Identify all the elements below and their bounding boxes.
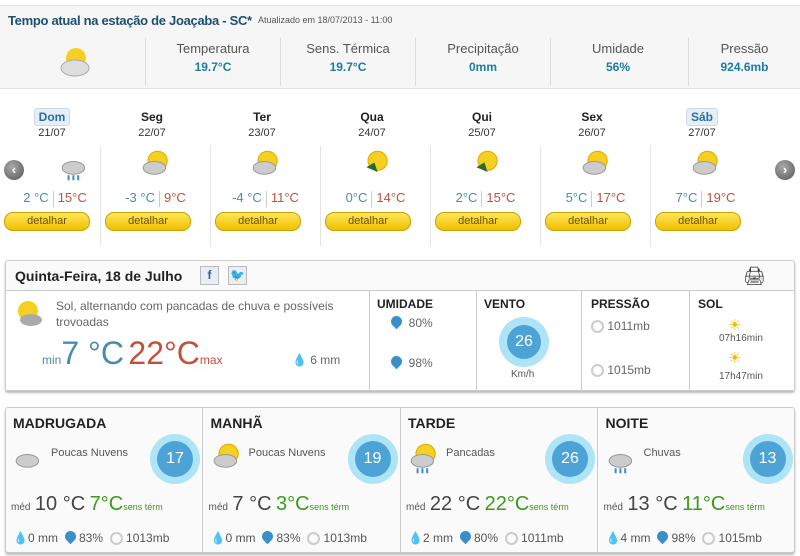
today-title: Quinta-Feira, 18 de Julho (15, 268, 183, 284)
day-forecast: -3 °C 9°C detalhar (100, 146, 210, 246)
day-forecast: 2°C 15°C detalhar (430, 146, 540, 246)
stat-0: Temperatura 19.7°C (145, 38, 280, 86)
station-title: Tempo atual na estação de Joaçaba - SC* (8, 13, 252, 28)
wind-gauge: 13 (742, 434, 793, 484)
period-card: NOITE Chuvas 13 méd 13 °C 11°Csens térm … (598, 407, 796, 553)
day-forecast: 0°C 14°C detalhar (320, 146, 430, 246)
day-header: Ter 23/07 (248, 110, 276, 139)
period-card: MADRUGADA Poucas Nuvens 17 méd 10 °C 7°C… (5, 407, 203, 553)
today-min: 7 °C (61, 335, 124, 371)
day-forecast: 5°C 17°C detalhar (540, 146, 650, 246)
stat-3: Umidade 56% (550, 38, 685, 86)
rain-icon (61, 160, 86, 181)
print-icon[interactable]: 🖨 (743, 266, 766, 286)
detalhar-button[interactable]: detalhar (655, 212, 741, 231)
sun-cloud-icon (692, 150, 718, 175)
period-card: MANHÃ Poucas Nuvens 19 méd 7 °C 3°Csens … (203, 407, 401, 553)
wind-gauge: 26 (499, 317, 549, 367)
wind-gauge: 19 (347, 434, 398, 484)
wind-gauge: 17 (150, 434, 200, 484)
today-panel: Quinta-Feira, 18 de Julho f 🐦 🖨 Sol, alt… (5, 260, 795, 391)
stat-1: Sens. Térmica 19.7°C (280, 38, 415, 86)
sun-cloud-icon (142, 150, 168, 175)
humidity-min: 80% (388, 313, 433, 330)
day-header: Qua 24/07 (358, 110, 386, 139)
sunrise-icon: ☀ (728, 317, 742, 334)
today-description: Sol, alternando com pancadas de chuva e … (56, 299, 334, 329)
detalhar-button[interactable]: detalhar (105, 212, 191, 231)
sun-rain-icon (410, 443, 436, 474)
period-card: TARDE Pancadas 26 méd 22 °C 22°Csens tér… (400, 407, 598, 553)
today-max: 22°C (128, 335, 200, 371)
current-conditions: Tempo atual na estação de Joaçaba - SC* … (0, 5, 800, 89)
prev-arrow-button[interactable]: ‹ (4, 160, 24, 180)
stat-4: Pressão 924.6mb (688, 38, 800, 86)
day-forecast: -4 °C 11°C detalhar (210, 146, 320, 246)
pressure-max: 1015mb (591, 363, 651, 378)
detalhar-button[interactable]: detalhar (435, 212, 521, 231)
sun-cloud-icon (582, 150, 608, 175)
day-forecast: 2 °C 15°C detalhar (0, 146, 110, 246)
sunset-icon: ☀ (728, 350, 742, 367)
humidity-max: 98% (388, 353, 433, 370)
day-header: Seg 22/07 (138, 110, 166, 139)
cloud-icon (15, 453, 40, 468)
today-rain: 💧 6 mm (292, 353, 341, 367)
next-arrow-button[interactable]: › (775, 160, 795, 180)
day-header: Dom 21/07 (0, 108, 107, 139)
detalhar-button[interactable]: detalhar (545, 212, 631, 231)
stat-2: Precipitação 0mm (415, 38, 550, 86)
detalhar-button[interactable]: detalhar (215, 212, 301, 231)
day-header: Qui 25/07 (468, 110, 496, 139)
sun-cloud-icon (252, 150, 278, 175)
day-forecast: 7°C 19°C detalhar (650, 146, 760, 246)
rain-icon (608, 453, 632, 474)
pressure-min: 1011mb (591, 319, 650, 334)
sun-cloud-icon (213, 443, 239, 468)
sun-frost-icon (365, 150, 388, 172)
wind-gauge: 26 (545, 434, 595, 484)
detalhar-button[interactable]: detalhar (4, 212, 90, 231)
facebook-share-button[interactable]: f (200, 266, 219, 285)
updated-time: Atualizado em 18/07/2013 - 11:00 (258, 15, 393, 25)
sun-rain-icon (18, 301, 42, 326)
day-header: Sáb 27/07 (647, 108, 757, 139)
sun-cloud-icon (60, 48, 90, 77)
today-temps: min7 °C 22°Cmax (42, 335, 223, 371)
day-header: Sex 26/07 (578, 110, 606, 139)
detalhar-button[interactable]: detalhar (325, 212, 411, 231)
sun-frost-icon (475, 150, 498, 172)
twitter-share-button[interactable]: 🐦 (228, 266, 247, 285)
